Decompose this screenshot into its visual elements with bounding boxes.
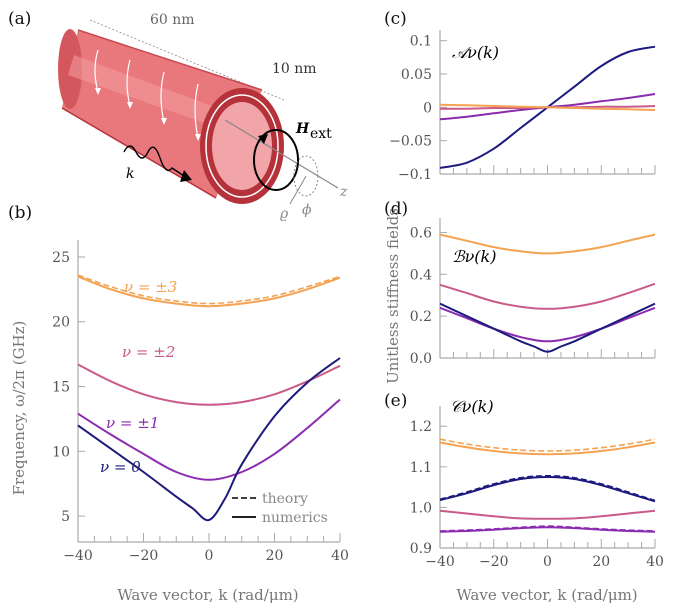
tube-bore	[212, 102, 272, 190]
e-series-theory-line	[439, 438, 656, 452]
rho-label: ϱ	[280, 206, 289, 222]
e-title: 𝒞ν(k)	[450, 397, 494, 416]
c-title: 𝒜ν(k)	[452, 43, 499, 62]
c-y-tick-label: −0.05	[389, 134, 432, 150]
panel-label-e: (e)	[384, 391, 407, 411]
panel-e-C: −40 −20 0 20 40 0.9 1.0 1.1 1.2 𝒞ν(k)	[410, 397, 664, 570]
tube-bottom-edge	[61, 107, 217, 199]
panel-b-xlabel: Wave vector, k (rad/μm)	[117, 586, 298, 604]
b-series-line	[77, 363, 341, 406]
mode-label-1: ν = ±2	[122, 343, 175, 361]
mode-label-0: ν = ±3	[124, 278, 177, 296]
b-y-tick-label: 20	[52, 315, 70, 331]
e-series-line	[439, 509, 656, 520]
thickness-dimension: 10 nm	[272, 61, 317, 77]
e-y-tick-label: 1.0	[410, 500, 432, 516]
front-circulation	[205, 94, 279, 198]
b-x-tick-label: 20	[266, 548, 284, 564]
field-subscript: ext	[310, 126, 332, 142]
c-y-tick-label: 0.1	[410, 34, 432, 50]
rho-axis-line	[289, 175, 307, 205]
e-series-theory-line	[439, 525, 656, 532]
right-shared-ylabel: Unitless stiffness fields	[384, 208, 402, 384]
panel-b-frequency: −40 −20 0 20 40 5 10 15 20 25 ν = ±3 ν = ±2 ν = ±1 ν …	[52, 240, 349, 564]
e-y-tick-label: 1.2	[410, 419, 432, 435]
panel-e-xlabel: Wave vector, k (rad/μm)	[456, 586, 637, 604]
spinwave-arrowhead	[180, 170, 192, 182]
b-y-tick-label: 10	[52, 444, 70, 460]
b-x-tick-label: −40	[63, 548, 93, 564]
e-series-line	[439, 441, 656, 456]
b-series-theory-line	[77, 274, 341, 305]
legend-theory-label: theory	[262, 491, 308, 507]
phi-circle	[293, 155, 319, 197]
length-guide	[89, 19, 285, 101]
field-loop-arrowhead	[258, 134, 268, 144]
panel-label-b: (b)	[8, 203, 32, 223]
spinwave-wave	[123, 145, 185, 177]
magnetization-arrowheads	[95, 88, 201, 141]
panel-label-d: (d)	[384, 199, 408, 219]
b-y-tick-label: 15	[52, 380, 70, 396]
e-y-tick-label: 0.9	[410, 541, 432, 557]
c-y-tick-label: −0.1	[398, 167, 432, 183]
b-series-line	[77, 275, 341, 308]
d-series-line	[439, 302, 656, 353]
d-series-line	[439, 233, 656, 255]
b-series-line	[77, 357, 341, 522]
tube-top-edge	[77, 29, 263, 91]
k-label: k	[126, 166, 134, 182]
d-y-tick-label: 0.2	[410, 309, 432, 325]
b-x-tick-label: 40	[331, 548, 349, 564]
panel-c-A: −0.1 −0.05 0 0.05 0.1 𝒜ν(k)	[389, 30, 656, 183]
b-series-line	[77, 398, 341, 481]
d-series-line	[439, 282, 656, 310]
b-x-tick-label: 0	[205, 548, 214, 564]
e-x-tick-label: −40	[425, 554, 455, 570]
e-x-tick-label: 40	[646, 554, 664, 570]
arrow-3	[160, 71, 165, 123]
e-y-tick-label: 1.1	[410, 460, 432, 476]
d-y-tick-label: 0.4	[410, 267, 432, 283]
b-y-tick-label: 25	[52, 250, 70, 266]
phi-label: ϕ	[302, 202, 312, 218]
b-x-tick-label: −20	[129, 548, 159, 564]
arrow-4	[194, 83, 199, 139]
z-axis-line	[224, 119, 339, 189]
field-loop	[253, 129, 299, 191]
panel-b-ylabel: Frequency, ω/2π (GHz)	[10, 321, 28, 496]
d-series-line	[439, 306, 656, 343]
panel-label-c: (c)	[384, 9, 407, 29]
d-y-tick-label: 0.0	[410, 351, 432, 367]
c-series-line	[439, 103, 656, 111]
mode-label-3: ν = 0	[100, 458, 141, 476]
b-y-tick-label: 5	[61, 509, 70, 525]
legend-numerics-label: numerics	[262, 510, 328, 526]
e-series-line	[439, 526, 656, 533]
nanotube-schematic: 60 nm 10 nm H ext	[58, 12, 348, 222]
field-label: H	[295, 121, 310, 137]
tube-highlight	[68, 55, 250, 134]
e-series-line	[439, 475, 656, 503]
e-x-tick-label: 0	[543, 554, 552, 570]
c-y-tick-label: 0.05	[401, 67, 432, 83]
mode-label-2: ν = ±1	[106, 414, 159, 432]
legend: theory numerics	[232, 491, 328, 526]
e-x-tick-label: 20	[592, 554, 610, 570]
panel-label-a: (a)	[8, 9, 31, 29]
length-dimension: 60 nm	[150, 12, 195, 28]
c-y-tick-label: 0	[423, 100, 432, 116]
e-series-theory-line	[439, 474, 656, 502]
e-x-tick-label: −20	[479, 554, 509, 570]
d-title: ℬν(k)	[452, 247, 496, 266]
z-label: z	[339, 184, 348, 200]
panel-d-B: 0.0 0.2 0.4 0.6 ℬν(k)	[410, 218, 656, 367]
d-y-tick-label: 0.6	[410, 225, 432, 241]
